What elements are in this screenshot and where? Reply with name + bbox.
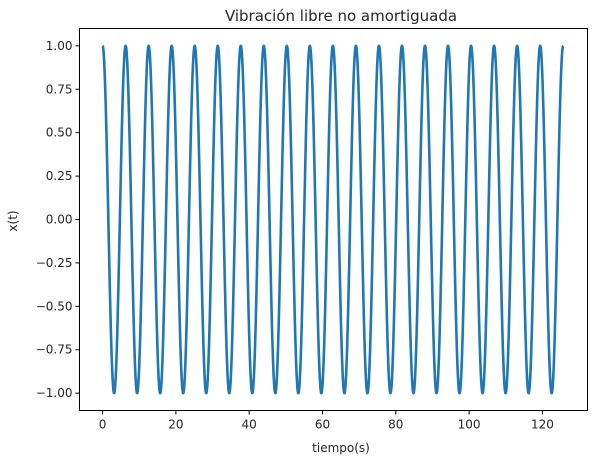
y-tick-label: 1.00 (46, 39, 73, 53)
x-tick-label: 80 (388, 418, 403, 432)
y-tick-label: −1.00 (36, 386, 73, 400)
x-tick-label: 100 (458, 418, 481, 432)
y-tick-label: −0.50 (36, 299, 73, 313)
x-tick-label: 60 (315, 418, 330, 432)
chart-title: Vibración libre no amortiguada (225, 7, 457, 25)
y-tick-label: 0.75 (46, 82, 73, 96)
y-tick-label: −0.25 (36, 256, 73, 270)
x-axis: 0 20 40 60 80 100 120 (99, 410, 554, 432)
x-tick-label: 20 (168, 418, 183, 432)
axes-frame (79, 28, 588, 411)
x-axis-label: tiempo(s) (312, 441, 370, 455)
y-axis: 1.00 0.75 0.50 0.25 0.00 −0.25 −0.50 −0.75 −1.00 (36, 39, 80, 400)
x-tick-label: 40 (242, 418, 257, 432)
x-tick-label: 0 (99, 418, 107, 432)
x-tick-label: 120 (531, 418, 554, 432)
y-tick-label: 0.00 (46, 213, 73, 227)
y-axis-label: x(t) (6, 210, 20, 231)
y-tick-label: −0.75 (36, 343, 73, 357)
plot-area (101, 44, 565, 395)
y-tick-label: 0.25 (46, 169, 73, 183)
series-line-0 (101, 44, 565, 395)
y-tick-label: 0.50 (46, 126, 73, 140)
